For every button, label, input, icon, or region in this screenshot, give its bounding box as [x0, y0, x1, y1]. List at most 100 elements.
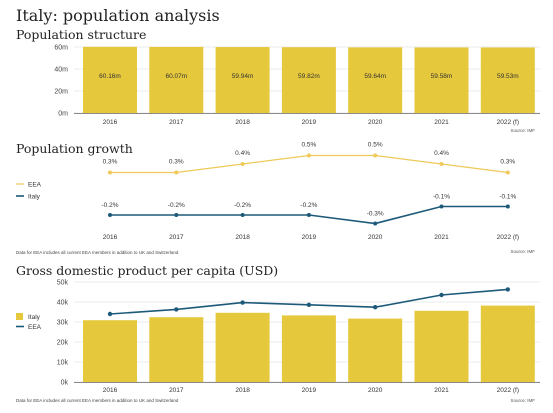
italy-gdp-bar	[348, 318, 403, 382]
eea-gdp-point	[174, 307, 179, 312]
eea-gdp-point	[240, 300, 245, 305]
gdp-xtick-label: 2022 (f)	[497, 387, 519, 394]
italy-gdp-bar	[215, 312, 270, 382]
eea-growth-point	[306, 153, 311, 158]
legend-eea-label: EEA	[28, 182, 42, 189]
population-ytick-label: 0m	[58, 111, 68, 118]
population-bar	[215, 47, 270, 113]
italy-growth-value-label: -0.1%	[499, 194, 516, 201]
eea-gdp-point	[107, 311, 113, 317]
italy-growth-point	[373, 221, 378, 226]
population-xtick-label: 2018	[235, 119, 250, 126]
italy-growth-value-label: -0.2%	[300, 202, 317, 209]
eea-growth-point	[174, 170, 179, 175]
growth-note: Data for EEA includes all current EEA me…	[16, 250, 179, 255]
population-source: Source: IMF	[510, 128, 535, 133]
population-bar	[281, 47, 336, 113]
population-bar-value-label: 59.53m	[497, 73, 519, 80]
population-xtick-label: 2022 (f)	[497, 119, 519, 126]
eea-gdp-point	[306, 302, 312, 307]
population-bar	[480, 47, 535, 113]
italy-growth-value-label: -0.1%	[433, 194, 450, 201]
gdp-xtick-label: 2017	[169, 387, 184, 394]
italy-gdp-bar	[281, 315, 336, 382]
gdp-ytick-label: 20k	[57, 340, 69, 347]
eea-growth-point	[439, 162, 444, 166]
legend-italy-label: Italy	[28, 194, 41, 201]
gdp-source: Source: IMF	[510, 398, 535, 403]
italy-growth-value-label: -0.2%	[168, 202, 185, 209]
growth-xtick-label: 2018	[235, 234, 250, 241]
gdp-ytick-label: 40k	[57, 300, 69, 307]
population-xtick-label: 2021	[434, 119, 449, 126]
growth-xtick-label: 2020	[368, 234, 383, 241]
gdp-per-capita-title: Gross domestic product per capita (USD)	[16, 263, 279, 278]
population-bar-value-label: 59.58m	[431, 73, 453, 80]
page-title: Italy: population analysis	[16, 6, 220, 25]
population-xtick-label: 2017	[169, 119, 184, 126]
population-xtick-label: 2020	[368, 119, 383, 126]
italy-growth-value-label: -0.3%	[367, 211, 384, 218]
gdp-ytick-label: 50k	[57, 280, 69, 287]
italy-growth-point	[174, 213, 179, 217]
italy-gdp-bar	[480, 305, 535, 382]
italy-growth-value-label: -0.2%	[102, 202, 119, 209]
eea-growth-value-label: 0.5%	[301, 142, 316, 149]
growth-source: Source: IMF	[510, 249, 535, 254]
population-bar	[348, 47, 403, 114]
eea-growth-value-label: 0.4%	[434, 150, 449, 157]
legend-eea-gdp-label: EEA	[28, 324, 42, 331]
gdp-ytick-label: 10k	[57, 360, 69, 367]
gdp-xtick-label: 2020	[368, 387, 383, 394]
italy-growth-point	[108, 213, 112, 217]
italy-growth-point	[439, 204, 444, 209]
eea-growth-value-label: 0.4%	[235, 150, 250, 157]
population-growth-title: Population growth	[16, 141, 133, 156]
eea-gdp-point	[505, 287, 510, 292]
growth-xtick-label: 2021	[434, 234, 449, 241]
population-bar-value-label: 59.82m	[298, 73, 320, 80]
gdp-ytick-label: 30k	[57, 320, 69, 327]
legend-italy-gdp-swatch	[16, 313, 23, 320]
italy-gdp-bar	[414, 310, 469, 382]
eea-growth-point	[505, 170, 510, 175]
italy-gdp-bar	[149, 317, 204, 382]
population-structure-title: Population structure	[16, 27, 147, 42]
eea-growth-value-label: 0.5%	[368, 142, 383, 149]
eea-growth-point	[108, 170, 112, 175]
population-bar-value-label: 59.64m	[364, 73, 386, 80]
population-ytick-label: 40m	[54, 67, 68, 74]
italy-gdp-bar	[83, 320, 137, 382]
population-xtick-label: 2016	[103, 119, 118, 126]
gdp-xtick-label: 2018	[235, 387, 250, 394]
eea-growth-value-label: 0.3%	[169, 159, 184, 166]
population-xtick-label: 2019	[302, 119, 317, 126]
growth-xtick-label: 2016	[103, 234, 118, 241]
legend-italy-gdp-label: Italy	[28, 314, 41, 321]
gdp-ytick-label: 0k	[61, 380, 69, 387]
population-bar-value-label: 60.16m	[99, 73, 121, 80]
italy-growth-value-label: -0.2%	[234, 202, 251, 209]
growth-xtick-label: 2019	[302, 234, 317, 241]
population-bar-value-label: 59.94m	[232, 73, 254, 80]
eea-growth-value-label: 0.3%	[103, 159, 118, 166]
population-bar	[83, 46, 137, 113]
gdp-xtick-label: 2021	[434, 387, 449, 394]
gdp-xtick-label: 2016	[103, 387, 118, 394]
growth-xtick-label: 2017	[169, 234, 184, 241]
population-bar-value-label: 60.07m	[165, 73, 187, 80]
eea-growth-point	[240, 162, 245, 166]
population-ytick-label: 60m	[54, 45, 68, 52]
gdp-xtick-label: 2019	[302, 387, 317, 394]
eea-gdp-point	[373, 305, 378, 310]
gdp-note: Data for EEA includes all current EEA me…	[16, 398, 179, 403]
population-bar	[149, 46, 204, 113]
growth-xtick-label: 2022 (f)	[497, 234, 519, 241]
italy-growth-point	[306, 213, 311, 217]
eea-gdp-point	[439, 292, 444, 298]
population-bar	[414, 47, 469, 113]
population-ytick-label: 20m	[54, 89, 68, 96]
italy-growth-point	[240, 213, 245, 217]
eea-growth-point	[373, 153, 378, 158]
